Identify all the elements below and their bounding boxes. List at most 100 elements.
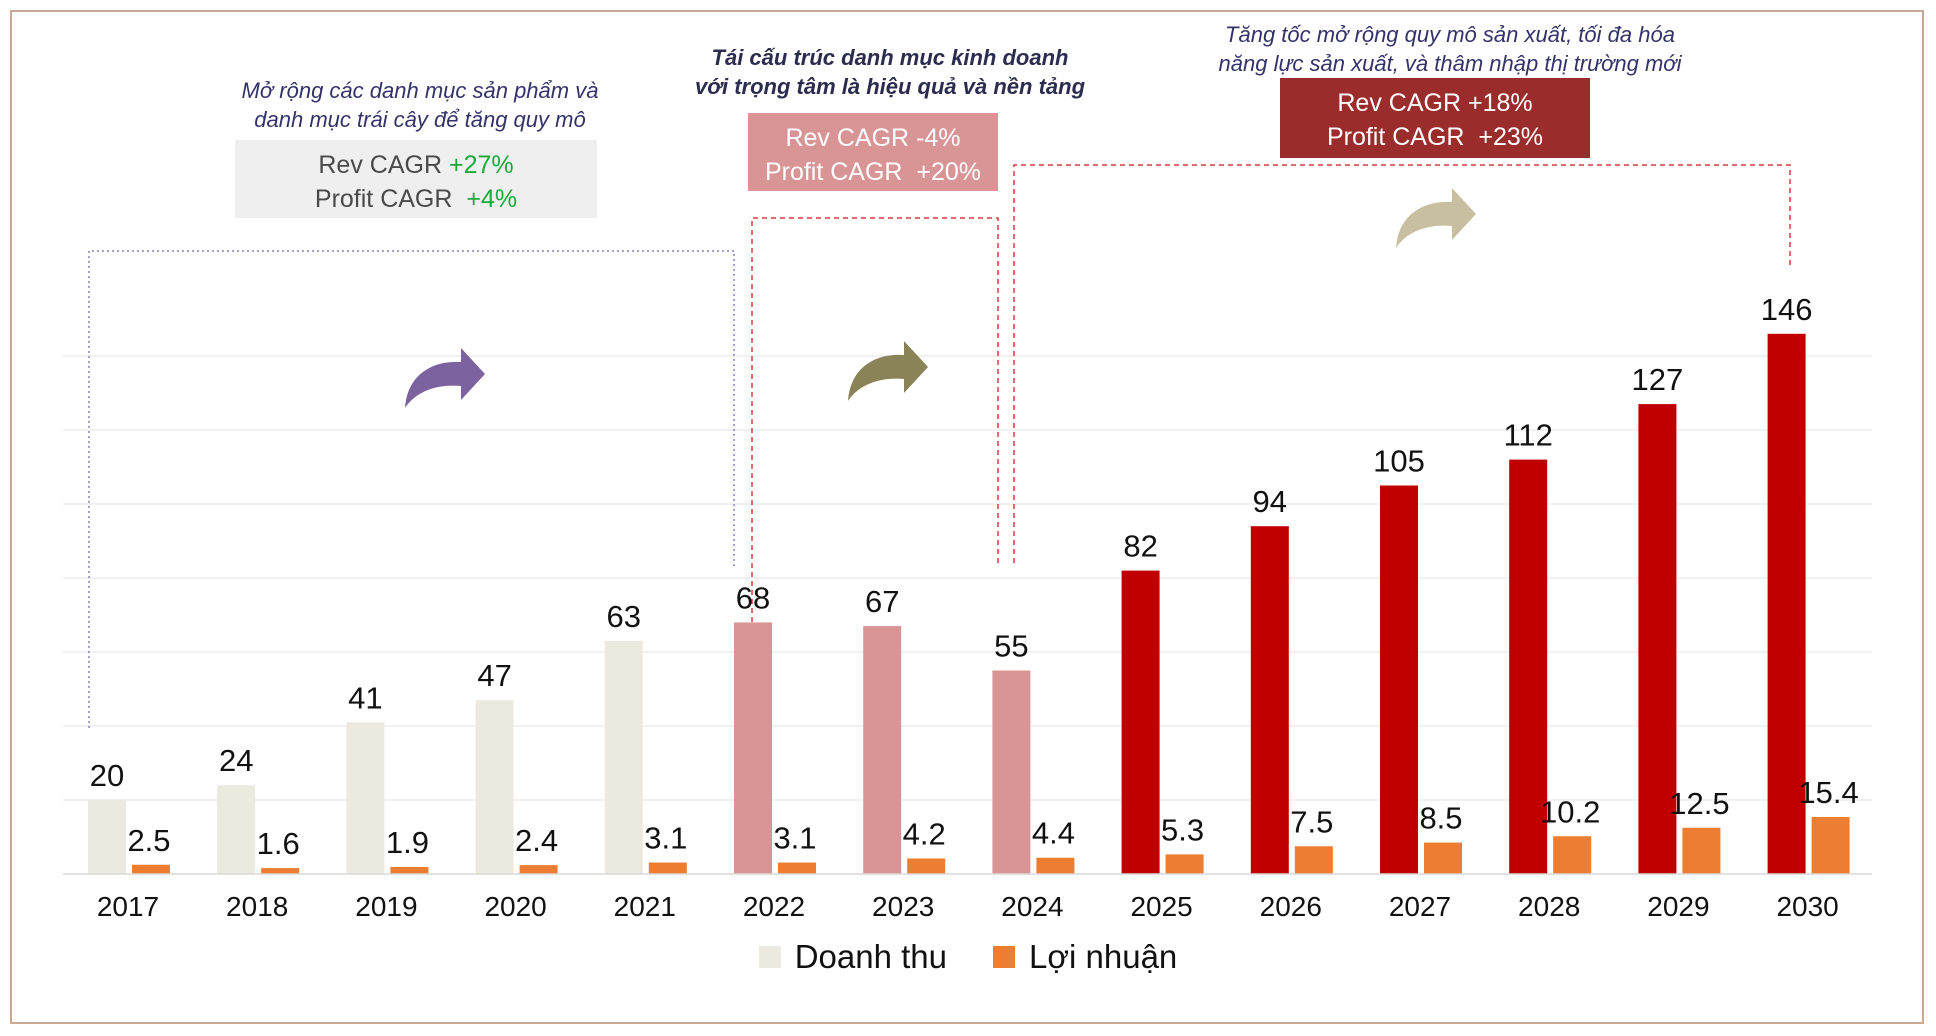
- x-tick-label: 2026: [1260, 891, 1322, 922]
- profit-data-label: 10.2: [1540, 794, 1600, 829]
- revenue-bar: [1767, 333, 1806, 874]
- legend-swatch-profit: [993, 946, 1016, 968]
- revenue-data-label: 82: [1123, 529, 1157, 564]
- curved-arrow-icon: [405, 348, 485, 408]
- revenue-data-label: 55: [994, 629, 1028, 664]
- profit-data-label: 2.5: [127, 823, 170, 858]
- revenue-bar: [992, 670, 1031, 874]
- revenue-data-label: 127: [1632, 362, 1684, 397]
- revenue-bar: [1380, 485, 1418, 874]
- chart-frame: [10, 10, 1924, 1024]
- profit-bar: [1165, 854, 1204, 874]
- legend-item-profit: Lợi nhuận: [993, 938, 1177, 976]
- profit-bar: [778, 862, 816, 874]
- profit-data-label: 3.1: [644, 821, 687, 856]
- x-tick-label: 2019: [355, 891, 417, 922]
- legend-label-revenue: Doanh thu: [794, 938, 948, 975]
- x-tick-label: 2018: [226, 891, 288, 922]
- x-tick-label: 2017: [97, 891, 159, 922]
- profit-data-label: 12.5: [1669, 786, 1729, 821]
- revenue-bar: [346, 722, 385, 874]
- bars: [88, 333, 1850, 874]
- profit-data-label: 1.9: [386, 825, 429, 860]
- phase-3-rev-value: +18%: [1467, 89, 1533, 117]
- curved-arrow-icon: [1396, 188, 1476, 248]
- profit-data-label: 1.6: [257, 826, 300, 861]
- legend: Doanh thu Lợi nhuận: [0, 938, 1936, 976]
- phase-2-rev-label: Rev CAGR: [785, 124, 910, 152]
- x-tick-label: 2021: [614, 891, 676, 922]
- phase-3-desc-line-1: Tăng tốc mở rộng quy mô sản xuất, tối đa…: [1225, 22, 1675, 47]
- x-tick-label: 2023: [872, 891, 934, 922]
- legend-swatch-revenue: [758, 946, 781, 968]
- phase-1-cagr-box: Rev CAGR +27% Profit CAGR +4%: [235, 140, 597, 218]
- revenue-data-label: 146: [1761, 292, 1813, 327]
- revenue-bar: [217, 785, 256, 874]
- profit-data-label: 4.4: [1032, 816, 1075, 851]
- revenue-bar: [88, 800, 126, 874]
- profit-data-label: 3.1: [773, 821, 816, 856]
- revenue-data-label: 68: [736, 580, 770, 615]
- phase-2-cagr-box: Rev CAGR -4% Profit CAGR +20%: [748, 113, 998, 191]
- profit-data-label: 5.3: [1161, 812, 1204, 847]
- x-tick-label: 2027: [1389, 891, 1451, 922]
- phase-3-desc-line-2: năng lực sản xuất, và thâm nhập thị trườ…: [1218, 51, 1682, 76]
- phase-1-profit-label: Profit CAGR: [314, 185, 453, 213]
- profit-bar: [1294, 846, 1333, 874]
- phase-2-description: Tái cấu trúc danh mục kinh doanh với trọ…: [660, 43, 1120, 101]
- phase-1-desc-line-1: Mở rộng các danh mục sản phẩm và: [241, 78, 599, 103]
- phase-3-description: Tăng tốc mở rộng quy mô sản xuất, tối đa…: [1170, 20, 1730, 78]
- phase-1-desc-line-2: danh mục trái cây để tăng quy mô: [254, 107, 586, 132]
- profit-bar: [1553, 836, 1592, 874]
- profit-data-label: 7.5: [1290, 804, 1333, 839]
- profit-data-label: 8.5: [1419, 801, 1462, 836]
- revenue-bar: [604, 640, 643, 874]
- phase-2-desc-line-1: Tái cấu trúc danh mục kinh doanh: [711, 45, 1069, 70]
- phase-2-profit-value: +20%: [916, 158, 982, 186]
- revenue-data-label: 24: [219, 743, 253, 778]
- curved-arrow-icon: [848, 341, 928, 401]
- phase-2-profit-label: Profit CAGR: [764, 158, 903, 186]
- revenue-bar: [475, 700, 514, 874]
- revenue-data-label: 41: [348, 680, 382, 715]
- revenue-bar: [1250, 526, 1289, 874]
- profit-data-label: 4.2: [903, 816, 946, 851]
- phase-1-description: Mở rộng các danh mục sản phẩm và danh mụ…: [195, 76, 645, 134]
- revenue-bar: [1121, 570, 1160, 874]
- phase-1-profit-value: +4%: [466, 185, 518, 213]
- phase-3-rev-label: Rev CAGR: [1337, 89, 1462, 117]
- revenue-data-label: 105: [1373, 444, 1425, 479]
- revenue-data-label: 94: [1253, 484, 1287, 519]
- profit-bar: [132, 864, 170, 874]
- profit-bar: [1036, 857, 1075, 874]
- phase-3-profit-value: +23%: [1478, 123, 1544, 151]
- x-tick-label: 2025: [1130, 891, 1192, 922]
- phase-2-rev-value: -4%: [916, 124, 961, 152]
- profit-bar: [519, 865, 558, 874]
- revenue-data-label: 20: [90, 758, 124, 793]
- labels: 202.5 2017 24 1.6 2018 41 1.9 2019 47 2.4 2020 63 3.…: [90, 292, 1859, 922]
- profit-data-label: 2.4: [515, 823, 558, 858]
- profit-data-label: 15.4: [1798, 775, 1858, 810]
- profit-bar: [261, 868, 300, 874]
- x-tick-label: 2028: [1518, 891, 1580, 922]
- profit-bar: [907, 858, 946, 874]
- phase-3-profit-label: Profit CAGR: [1326, 123, 1465, 151]
- revenue-data-label: 67: [865, 584, 899, 619]
- revenue-data-label: 63: [607, 599, 641, 634]
- revenue-bar: [1638, 404, 1677, 874]
- phase-2-desc-line-2: với trọng tâm là hiệu quả và nền tảng: [694, 74, 1086, 99]
- revenue-data-label: 112: [1503, 418, 1552, 453]
- x-tick-label: 2029: [1647, 891, 1709, 922]
- profit-bar: [1682, 827, 1721, 874]
- revenue-bar: [734, 622, 772, 874]
- revenue-bar: [1509, 459, 1548, 874]
- legend-label-profit: Lợi nhuận: [1029, 938, 1178, 975]
- gridlines: [63, 355, 1872, 801]
- legend-item-revenue: Doanh thu: [758, 938, 948, 976]
- revenue-data-label: 47: [477, 658, 511, 693]
- phase-3-cagr-box: Rev CAGR +18% Profit CAGR +23%: [1280, 78, 1590, 158]
- phase-3-bracket: [1013, 164, 1791, 563]
- profit-bar: [648, 862, 687, 874]
